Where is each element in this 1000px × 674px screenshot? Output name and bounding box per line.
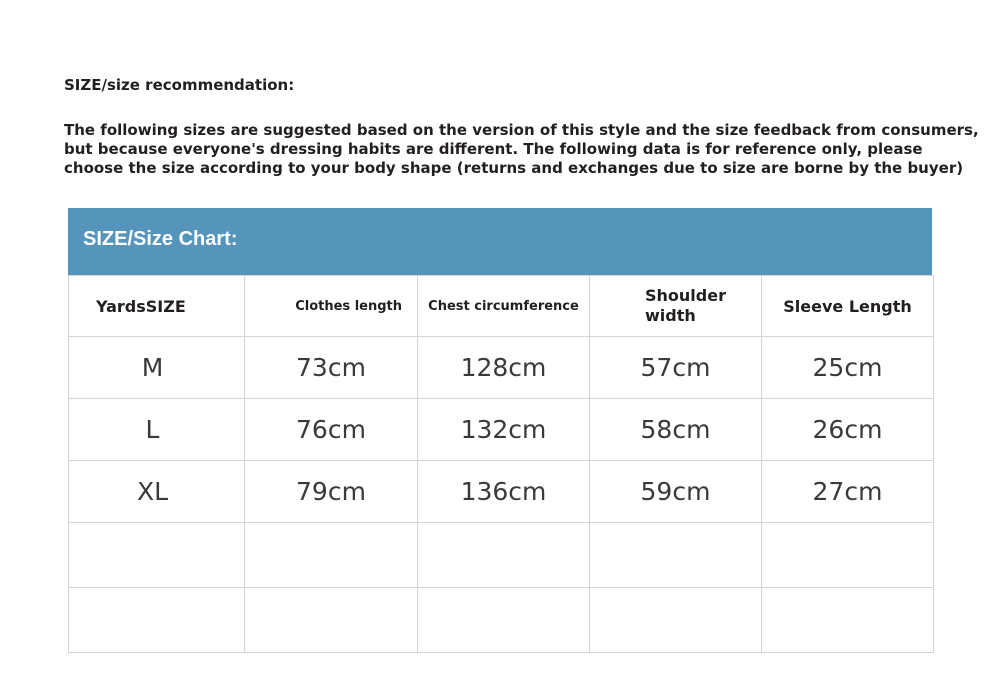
table-cell: 128cm bbox=[417, 336, 590, 399]
empty-cell bbox=[589, 587, 762, 653]
size-chart-title: SIZE/Size Chart: bbox=[83, 228, 238, 250]
empty-cell bbox=[68, 587, 245, 653]
table-row: L 76cm 132cm 58cm 26cm bbox=[68, 398, 934, 461]
table-header-row: YardsSIZE Clothes length Chest circumfer… bbox=[68, 275, 934, 337]
table-cell: 25cm bbox=[761, 336, 934, 399]
size-cell: XL bbox=[68, 460, 245, 523]
table-cell: 26cm bbox=[761, 398, 934, 461]
table-cell: 59cm bbox=[589, 460, 762, 523]
table-cell: 58cm bbox=[589, 398, 762, 461]
intro-line: but because everyone's dressing habits a… bbox=[64, 140, 923, 158]
table-cell: 57cm bbox=[589, 336, 762, 399]
column-header: Chest circumference bbox=[417, 275, 590, 337]
table-cell: 73cm bbox=[244, 336, 418, 399]
empty-row bbox=[68, 522, 934, 588]
empty-cell bbox=[244, 522, 418, 588]
size-chart-header: SIZE/Size Chart: bbox=[68, 208, 932, 275]
intro-line: The following sizes are suggested based … bbox=[64, 121, 979, 139]
table-cell: 79cm bbox=[244, 460, 418, 523]
table-row: XL 79cm 136cm 59cm 27cm bbox=[68, 460, 934, 523]
column-header: Clothes length bbox=[244, 275, 418, 337]
intro-line: choose the size according to your body s… bbox=[64, 159, 964, 177]
column-header: Shoulder width bbox=[589, 275, 762, 337]
table-cell: 76cm bbox=[244, 398, 418, 461]
table-cell: 132cm bbox=[417, 398, 590, 461]
empty-cell bbox=[589, 522, 762, 588]
column-header: Sleeve Length bbox=[761, 275, 934, 337]
section-title: SIZE/size recommendation: bbox=[64, 76, 295, 94]
size-table: YardsSIZE Clothes length Chest circumfer… bbox=[68, 275, 934, 653]
table-cell: 136cm bbox=[417, 460, 590, 523]
empty-cell bbox=[417, 587, 590, 653]
empty-cell bbox=[244, 587, 418, 653]
empty-cell bbox=[68, 522, 245, 588]
empty-cell bbox=[761, 587, 934, 653]
column-header: YardsSIZE bbox=[68, 275, 245, 337]
size-cell: L bbox=[68, 398, 245, 461]
empty-cell bbox=[417, 522, 590, 588]
size-cell: M bbox=[68, 336, 245, 399]
table-cell: 27cm bbox=[761, 460, 934, 523]
table-row: M 73cm 128cm 57cm 25cm bbox=[68, 336, 934, 399]
empty-row bbox=[68, 587, 934, 653]
empty-cell bbox=[761, 522, 934, 588]
intro-text: The following sizes are suggested based … bbox=[64, 121, 979, 178]
